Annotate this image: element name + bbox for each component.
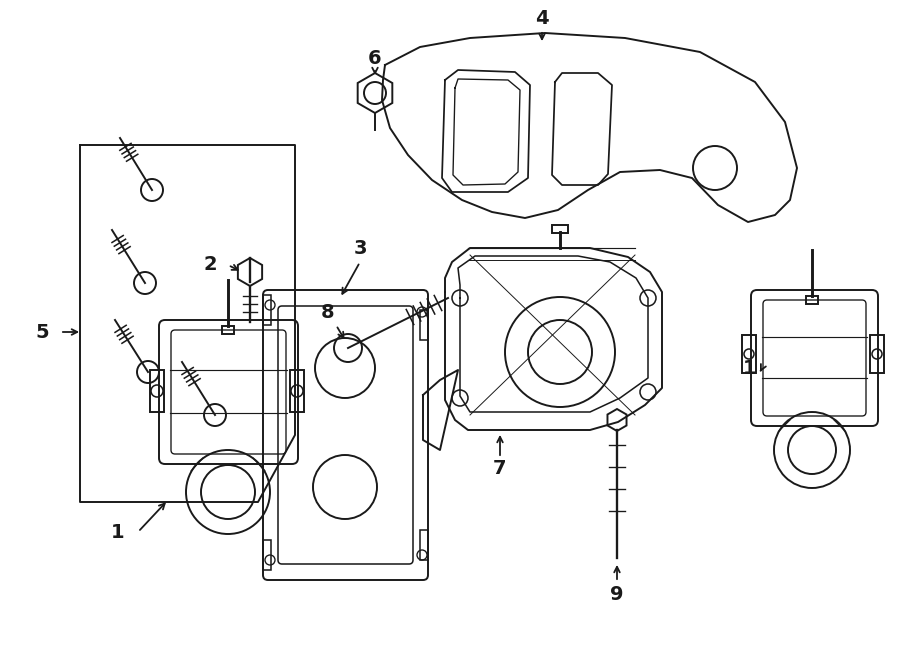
- Bar: [150, 370, 164, 412]
- Text: 1: 1: [112, 522, 125, 541]
- Text: 4: 4: [536, 9, 549, 28]
- Text: 2: 2: [203, 256, 217, 274]
- Bar: [806, 296, 818, 304]
- Bar: [420, 530, 428, 560]
- Text: 8: 8: [321, 303, 335, 321]
- Bar: [290, 370, 304, 412]
- Bar: [263, 540, 271, 570]
- Bar: [870, 335, 884, 373]
- Bar: [552, 225, 568, 233]
- Bar: [263, 295, 271, 325]
- Bar: [222, 326, 234, 334]
- Text: 7: 7: [493, 459, 507, 477]
- Text: 6: 6: [368, 48, 382, 67]
- Bar: [742, 335, 756, 373]
- Text: 1: 1: [743, 358, 757, 377]
- Bar: [420, 310, 428, 340]
- Text: 5: 5: [35, 323, 49, 342]
- Text: 3: 3: [353, 239, 367, 258]
- Text: 9: 9: [610, 586, 624, 605]
